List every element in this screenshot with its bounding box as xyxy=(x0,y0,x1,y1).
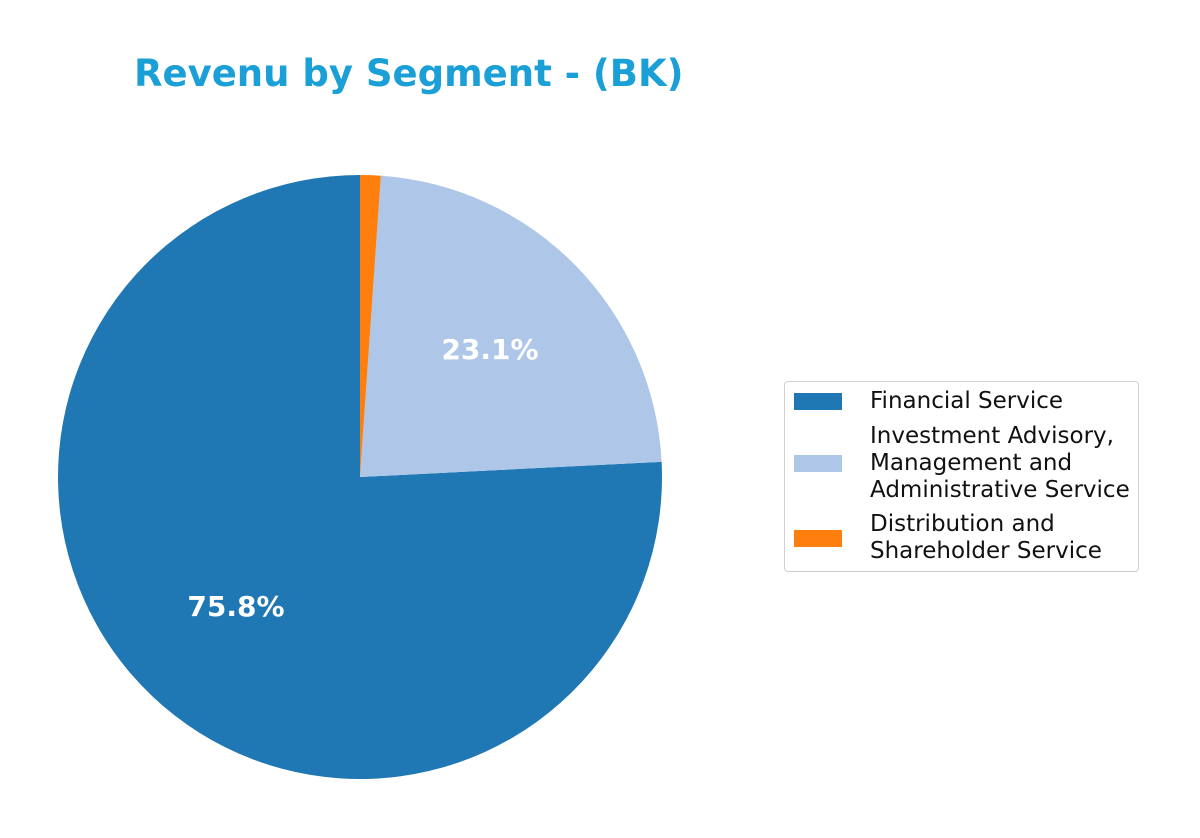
pie-slice-financial xyxy=(58,175,663,779)
pie-slice-investment xyxy=(360,175,662,478)
legend: Financial Service Investment Advisory, M… xyxy=(784,381,1139,572)
slice-label-financial: 75.8% xyxy=(187,590,284,623)
slice-label-investment: 23.1% xyxy=(441,333,538,366)
legend-item-financial: Financial Service xyxy=(785,388,1063,415)
legend-item-investment: Investment Advisory, Management and Admi… xyxy=(785,423,1130,504)
pie-slice-distribution xyxy=(360,175,381,477)
legend-swatch-distribution xyxy=(794,529,842,547)
legend-label: Investment Advisory, Management and Admi… xyxy=(870,423,1130,503)
legend-item-distribution: Distribution and Shareholder Service xyxy=(785,511,1102,565)
legend-swatch-investment xyxy=(794,455,842,472)
legend-label: Distribution and Shareholder Service xyxy=(870,511,1102,564)
legend-swatch-financial xyxy=(794,393,842,410)
legend-label: Financial Service xyxy=(870,388,1064,414)
chart-title: Revenu by Segment - (BK) xyxy=(134,52,684,95)
